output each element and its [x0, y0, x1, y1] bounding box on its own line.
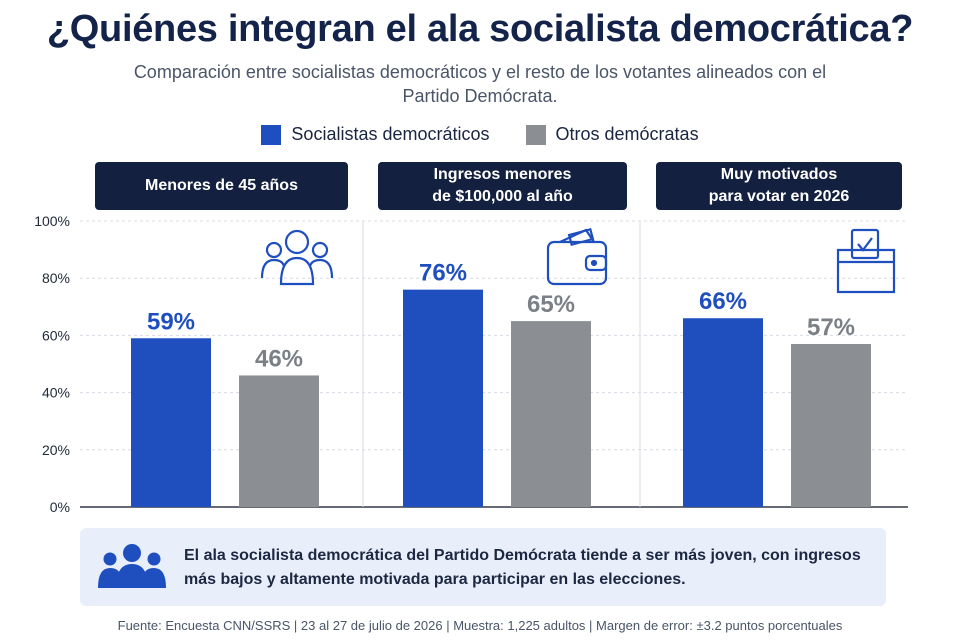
y-tick-label: 20% — [42, 442, 70, 458]
y-tick-label: 80% — [42, 270, 70, 286]
bar-socialistas — [683, 318, 763, 507]
bar-otros — [791, 343, 871, 507]
data-label-otros: 65% — [527, 291, 575, 318]
legend-swatch-socialistas — [261, 124, 282, 145]
panel-header-motivacion: Muy motivados para votar en 2026 — [656, 162, 902, 210]
data-label-otros: 46% — [255, 345, 303, 372]
data-label-socialistas: 66% — [699, 288, 747, 315]
bar-socialistas — [131, 338, 211, 507]
y-tick-label: 0% — [50, 499, 70, 515]
bar-otros — [239, 375, 319, 507]
data-label-socialistas: 59% — [147, 308, 195, 335]
bar-otros — [511, 321, 591, 507]
legend-item-otros: Otros demócratas — [525, 124, 699, 145]
wallet-icon — [546, 227, 608, 286]
chart-grid — [80, 220, 908, 508]
legend-swatch-otros — [525, 124, 546, 145]
panel-header-edad: Menores de 45 años — [95, 162, 348, 210]
y-tick-label: 60% — [42, 327, 70, 343]
category-icons — [260, 227, 896, 294]
chart-bars: 59% 76% 66% 46% 65% 57% — [131, 260, 871, 507]
data-label-otros: 57% — [807, 314, 855, 341]
people-group-icon — [260, 229, 334, 286]
legend-label-socialistas: Socialistas democráticos — [291, 124, 490, 144]
panel-header-ingresos: Ingresos menores de $100,000 al año — [378, 162, 627, 210]
legend-item-socialistas: Socialistas democráticos — [261, 124, 490, 145]
y-tick-label: 100% — [34, 213, 70, 229]
legend-label-otros: Otros demócratas — [555, 124, 699, 144]
data-label-socialistas: 76% — [419, 260, 467, 287]
people-group-icon — [98, 544, 166, 588]
bar-socialistas — [403, 289, 483, 507]
y-tick-label: 40% — [42, 385, 70, 401]
legend: Socialistas democráticos Otros demócrata… — [0, 124, 960, 145]
page-title: ¿Quiénes integran el ala socialista demo… — [46, 8, 914, 50]
ballot-box-icon — [836, 228, 896, 294]
summary-box: El ala socialista democrática del Partid… — [80, 528, 886, 606]
page-subtitle: Comparación entre socialistas democrátic… — [133, 62, 827, 106]
source-note: Fuente: Encuesta CNN/SSRS | 23 al 27 de … — [117, 618, 843, 633]
summary-text: El ala socialista democrática del Partid… — [184, 547, 861, 588]
y-axis-ticks: 0% 20% 40% 60% 80% 100% — [34, 213, 70, 515]
